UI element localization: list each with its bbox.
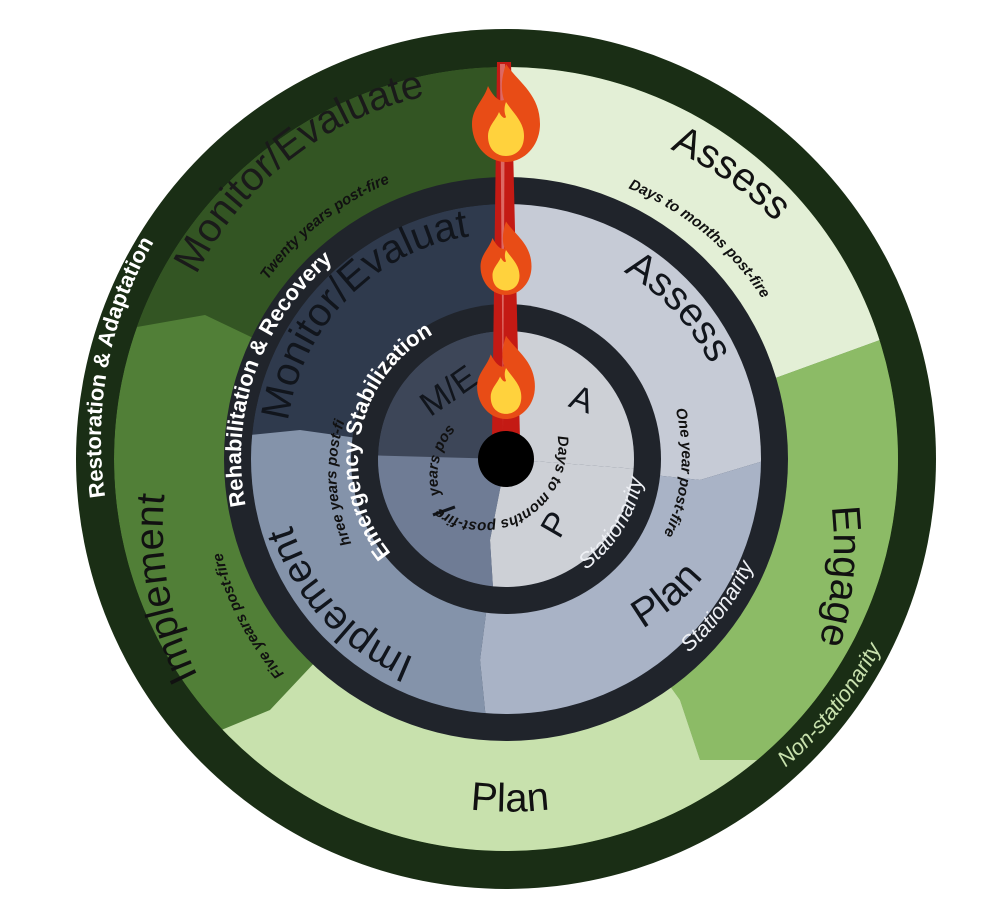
- flame-icon: [480, 221, 532, 295]
- hub-pin-icon: [478, 431, 534, 487]
- flame-icon: [477, 335, 535, 419]
- restoration-plan-label: Plan: [469, 775, 550, 821]
- flame-icon: [472, 64, 540, 162]
